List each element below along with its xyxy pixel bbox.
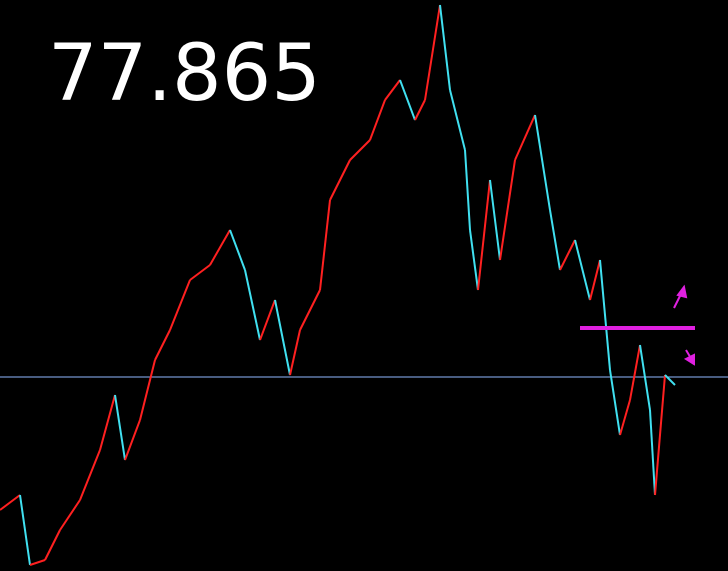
- price-segment: [259, 299, 276, 341]
- price-segment: [559, 239, 576, 271]
- price-segment: [399, 79, 416, 121]
- price-segment: [99, 394, 116, 451]
- arrow-head: [683, 353, 695, 366]
- price-segment: [469, 229, 479, 291]
- price-segment: [439, 4, 451, 91]
- price-segment: [424, 4, 441, 101]
- price-label: 77.865: [48, 29, 321, 119]
- price-segment: [369, 99, 386, 141]
- price-segment: [59, 499, 81, 531]
- price-segment: [549, 209, 561, 271]
- price-segment: [289, 329, 301, 376]
- price-segment: [274, 299, 291, 376]
- price-segment: [79, 449, 101, 501]
- price-segment: [619, 399, 631, 436]
- price-segment: [599, 259, 611, 371]
- price-segment: [299, 289, 321, 331]
- price-segment: [209, 229, 231, 266]
- price-segment: [189, 264, 211, 281]
- price-segment: [609, 369, 621, 436]
- price-segment: [534, 114, 551, 211]
- price-segment: [114, 394, 126, 461]
- price-segment: [124, 419, 141, 461]
- price-segment: [464, 149, 471, 231]
- price-segment: [19, 494, 31, 566]
- price-segment: [649, 409, 656, 496]
- price-segment: [489, 179, 501, 261]
- price-segment: [29, 559, 46, 566]
- price-segment: [414, 99, 426, 121]
- price-segment: [169, 279, 191, 331]
- price-segment: [244, 269, 261, 341]
- arrows: [673, 284, 695, 366]
- price-segment: [319, 199, 331, 291]
- price-segment: [44, 529, 61, 561]
- price-segment: [499, 159, 516, 261]
- price-segment: [514, 114, 536, 161]
- price-segment: [654, 374, 666, 496]
- price-segment: [629, 344, 641, 401]
- price-segment: [589, 259, 601, 301]
- price-segment: [477, 179, 491, 291]
- price-segment: [329, 159, 351, 201]
- price-segment: [229, 229, 246, 271]
- price-segment: [154, 329, 171, 361]
- arrow-head: [676, 284, 688, 299]
- price-segment: [139, 359, 156, 421]
- price-segment: [349, 139, 371, 161]
- price-segment: [664, 374, 676, 386]
- price-segment: [639, 344, 651, 411]
- price-segment: [449, 89, 466, 151]
- price-segment: [384, 79, 401, 101]
- price-segment: [0, 494, 21, 511]
- price-segment: [574, 239, 591, 301]
